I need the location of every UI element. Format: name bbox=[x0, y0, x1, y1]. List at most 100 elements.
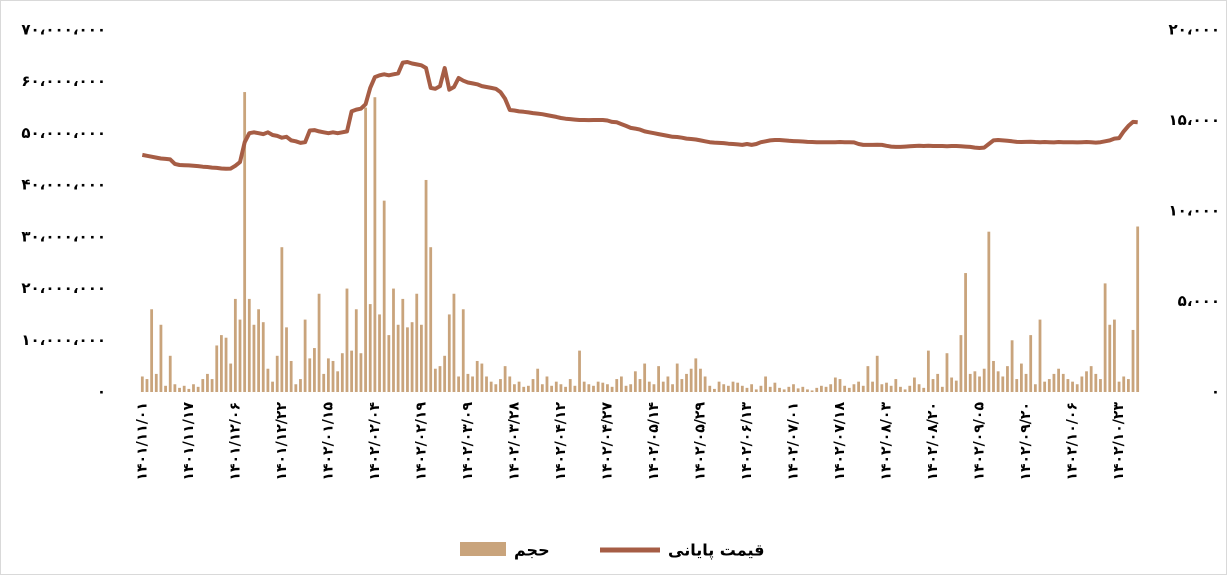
bar bbox=[713, 388, 716, 392]
bar bbox=[503, 366, 507, 392]
bar bbox=[201, 379, 205, 392]
bar bbox=[643, 363, 647, 392]
x-tick-label: ۱۴۰۱/۱۱/۱۷ bbox=[181, 402, 197, 481]
bar bbox=[220, 335, 223, 392]
bar bbox=[587, 384, 591, 392]
bar bbox=[401, 298, 405, 392]
x-tick-label: ۱۴۰۱/۱۲/۰۶ bbox=[227, 402, 243, 481]
bar bbox=[554, 381, 558, 392]
bar bbox=[982, 368, 986, 392]
bar bbox=[987, 231, 991, 392]
bar bbox=[1061, 373, 1065, 392]
bar bbox=[806, 389, 809, 392]
bar bbox=[159, 324, 163, 392]
bar bbox=[657, 366, 660, 392]
bar bbox=[410, 322, 414, 392]
bar bbox=[782, 389, 786, 392]
bar bbox=[229, 363, 233, 392]
x-tick-label: ۱۴۰۲/۰۹/۰۵ bbox=[972, 402, 988, 481]
bar bbox=[647, 381, 651, 392]
bar bbox=[508, 376, 512, 392]
bar bbox=[1066, 379, 1070, 392]
bar bbox=[722, 384, 726, 392]
bar bbox=[964, 273, 967, 392]
x-tick-label: ۱۴۰۲/۱۰/۰۶ bbox=[1065, 402, 1081, 481]
bar bbox=[275, 355, 279, 392]
bar bbox=[754, 389, 758, 392]
bar bbox=[429, 247, 433, 392]
y-tick-label: ۲۰،۰۰۰،۰۰۰ bbox=[21, 279, 106, 297]
bar bbox=[899, 386, 902, 392]
bar bbox=[1010, 340, 1014, 392]
bar bbox=[526, 385, 530, 392]
bar bbox=[978, 376, 981, 392]
bar bbox=[666, 376, 670, 392]
bar bbox=[764, 376, 767, 392]
bar bbox=[894, 379, 898, 392]
bar bbox=[368, 304, 372, 392]
bar bbox=[945, 353, 949, 392]
bar bbox=[1126, 379, 1130, 392]
bar bbox=[699, 368, 702, 392]
y2-tick-label: ۱۵،۰۰۰ bbox=[1169, 111, 1220, 129]
bar bbox=[340, 353, 344, 392]
bar bbox=[606, 384, 609, 392]
bar bbox=[871, 381, 874, 392]
bar bbox=[1131, 329, 1135, 392]
bar bbox=[629, 384, 633, 392]
bar bbox=[671, 384, 674, 392]
bar bbox=[494, 384, 498, 392]
bar bbox=[954, 380, 958, 392]
bar bbox=[917, 384, 921, 392]
x-tick-label: ۱۴۰۲/۰۷/۰۱ bbox=[785, 402, 801, 481]
bar bbox=[308, 358, 312, 392]
bar bbox=[196, 386, 200, 392]
bar bbox=[336, 371, 340, 392]
bar bbox=[778, 387, 781, 392]
bar bbox=[592, 385, 595, 392]
bar bbox=[457, 376, 460, 392]
bar bbox=[740, 385, 744, 392]
bar bbox=[531, 379, 535, 392]
bar bbox=[1094, 373, 1098, 392]
bar bbox=[689, 368, 693, 392]
bar bbox=[182, 385, 186, 392]
x-tick-label: ۱۴۰۲/۱۰/۲۳ bbox=[1111, 402, 1127, 481]
bar bbox=[382, 200, 386, 392]
bar bbox=[303, 319, 307, 392]
bar bbox=[489, 381, 493, 392]
bar bbox=[847, 387, 851, 392]
bar bbox=[624, 385, 628, 392]
x-tick-label: ۱۴۰۲/۰۸/۲۰ bbox=[925, 402, 941, 481]
bar bbox=[1136, 226, 1140, 392]
bar bbox=[406, 327, 409, 392]
bar bbox=[1113, 319, 1116, 392]
bar bbox=[1033, 384, 1037, 392]
bar bbox=[471, 376, 474, 392]
bar bbox=[620, 376, 623, 392]
bar bbox=[550, 385, 554, 392]
bar bbox=[810, 390, 814, 392]
bar bbox=[1103, 283, 1107, 392]
bar bbox=[568, 379, 572, 392]
bar bbox=[726, 385, 730, 392]
bar bbox=[736, 382, 740, 392]
bar bbox=[833, 377, 837, 392]
bar bbox=[261, 322, 265, 392]
x-tick-label: ۱۴۰۲/۰۵/۱۴ bbox=[646, 402, 662, 481]
bar bbox=[950, 377, 954, 392]
bar bbox=[838, 379, 842, 392]
bar bbox=[820, 385, 823, 392]
bar bbox=[145, 379, 149, 392]
x-tick-label: ۱۴۰۲/۰۲/۱۹ bbox=[413, 402, 429, 481]
y2-tick-label: ۱۰،۰۰۰ bbox=[1169, 202, 1220, 220]
bar bbox=[1085, 371, 1088, 392]
bar bbox=[424, 179, 428, 392]
bar bbox=[717, 381, 721, 392]
bar bbox=[875, 355, 879, 392]
x-tick-label: ۱۴۰۲/۰۳/۰۹ bbox=[460, 402, 476, 481]
bar bbox=[861, 385, 865, 392]
bar bbox=[564, 386, 567, 392]
bar bbox=[703, 376, 707, 392]
bar bbox=[661, 381, 665, 392]
